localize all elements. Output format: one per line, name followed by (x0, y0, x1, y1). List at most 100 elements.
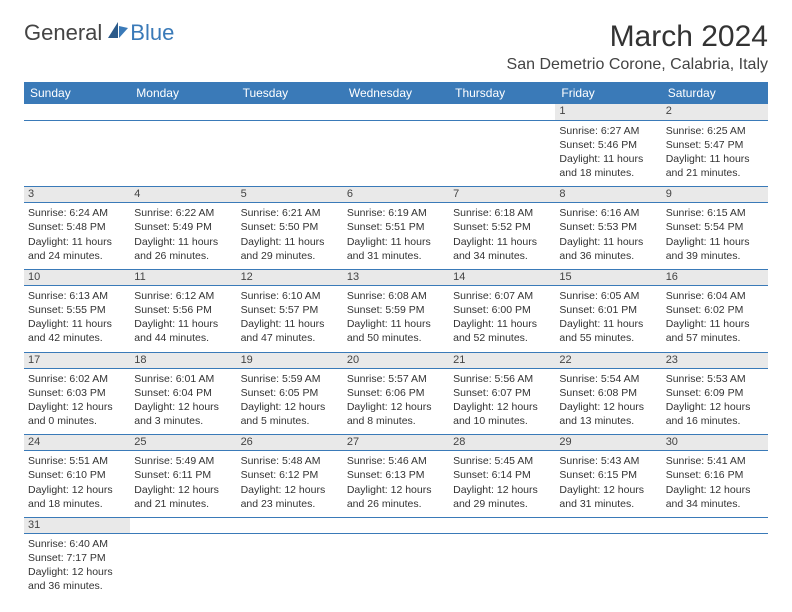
day-detail-cell: Sunrise: 6:01 AMSunset: 6:04 PMDaylight:… (130, 368, 236, 435)
daylight-text: Daylight: 11 hours and 47 minutes. (241, 317, 339, 345)
day-number-cell: 22 (555, 352, 661, 368)
sunset-text: Sunset: 6:16 PM (666, 468, 764, 482)
daylight-text: Daylight: 12 hours and 31 minutes. (559, 483, 657, 511)
sunrise-text: Sunrise: 5:48 AM (241, 454, 339, 468)
day-detail-cell: Sunrise: 6:08 AMSunset: 5:59 PMDaylight:… (343, 285, 449, 352)
day-number-cell: 26 (237, 435, 343, 451)
day-number-cell: 24 (24, 435, 130, 451)
sunrise-text: Sunrise: 6:15 AM (666, 206, 764, 220)
day-number-cell (343, 517, 449, 533)
daylight-text: Daylight: 11 hours and 36 minutes. (559, 235, 657, 263)
sunset-text: Sunset: 7:17 PM (28, 551, 126, 565)
day-number-row: 31 (24, 517, 768, 533)
sunrise-text: Sunrise: 5:53 AM (666, 372, 764, 386)
daylight-text: Daylight: 12 hours and 18 minutes. (28, 483, 126, 511)
sunset-text: Sunset: 5:59 PM (347, 303, 445, 317)
sunrise-text: Sunrise: 6:08 AM (347, 289, 445, 303)
day-detail-cell: Sunrise: 6:04 AMSunset: 6:02 PMDaylight:… (662, 285, 768, 352)
daylight-text: Daylight: 11 hours and 44 minutes. (134, 317, 232, 345)
daylight-text: Daylight: 11 hours and 31 minutes. (347, 235, 445, 263)
sunset-text: Sunset: 6:13 PM (347, 468, 445, 482)
sunset-text: Sunset: 6:08 PM (559, 386, 657, 400)
sunrise-text: Sunrise: 6:18 AM (453, 206, 551, 220)
sunset-text: Sunset: 6:00 PM (453, 303, 551, 317)
daylight-text: Daylight: 11 hours and 42 minutes. (28, 317, 126, 345)
sunset-text: Sunset: 6:06 PM (347, 386, 445, 400)
day-detail-cell: Sunrise: 5:54 AMSunset: 6:08 PMDaylight:… (555, 368, 661, 435)
daylight-text: Daylight: 11 hours and 39 minutes. (666, 235, 764, 263)
day-number-cell: 5 (237, 187, 343, 203)
daylight-text: Daylight: 12 hours and 8 minutes. (347, 400, 445, 428)
sunset-text: Sunset: 6:15 PM (559, 468, 657, 482)
sunset-text: Sunset: 5:47 PM (666, 138, 764, 152)
day-number-cell (130, 517, 236, 533)
day-detail-cell: Sunrise: 6:13 AMSunset: 5:55 PMDaylight:… (24, 285, 130, 352)
day-number-cell (130, 104, 236, 120)
sunset-text: Sunset: 6:14 PM (453, 468, 551, 482)
day-number-cell (662, 517, 768, 533)
day-detail-cell (343, 120, 449, 187)
day-number-cell: 3 (24, 187, 130, 203)
day-number-cell: 19 (237, 352, 343, 368)
sunset-text: Sunset: 5:48 PM (28, 220, 126, 234)
sunrise-text: Sunrise: 6:07 AM (453, 289, 551, 303)
day-number-cell (237, 104, 343, 120)
daylight-text: Daylight: 12 hours and 3 minutes. (134, 400, 232, 428)
month-title: March 2024 (507, 20, 768, 54)
day-detail-row: Sunrise: 5:51 AMSunset: 6:10 PMDaylight:… (24, 451, 768, 518)
day-detail-cell: Sunrise: 5:45 AMSunset: 6:14 PMDaylight:… (449, 451, 555, 518)
day-detail-cell: Sunrise: 6:15 AMSunset: 5:54 PMDaylight:… (662, 203, 768, 270)
day-number-cell: 18 (130, 352, 236, 368)
day-detail-row: Sunrise: 6:24 AMSunset: 5:48 PM Daylight:… (24, 203, 768, 270)
sunset-text: Sunset: 5:49 PM (134, 220, 232, 234)
day-detail-cell (449, 533, 555, 599)
daylight-text: Daylight: 12 hours and 16 minutes. (666, 400, 764, 428)
sunrise-text: Sunrise: 5:43 AM (559, 454, 657, 468)
day-number-cell (237, 517, 343, 533)
day-detail-cell: Sunrise: 6:27 AMSunset: 5:46 PMDaylight:… (555, 120, 661, 187)
daylight-text: Daylight: 12 hours and 21 minutes. (134, 483, 232, 511)
day-detail-cell (237, 120, 343, 187)
sunrise-text: Sunrise: 6:24 AM (28, 206, 126, 220)
sunrise-text: Sunrise: 6:01 AM (134, 372, 232, 386)
day-detail-cell (343, 533, 449, 599)
sunset-text: Sunset: 5:46 PM (559, 138, 657, 152)
day-detail-cell: Sunrise: 6:10 AMSunset: 5:57 PMDaylight:… (237, 285, 343, 352)
sunset-text: Sunset: 5:57 PM (241, 303, 339, 317)
daylight-text: Daylight: 12 hours and 36 minutes. (28, 565, 126, 593)
sunrise-text: Sunrise: 6:02 AM (28, 372, 126, 386)
day-number-cell: 28 (449, 435, 555, 451)
day-number-cell: 17 (24, 352, 130, 368)
day-detail-cell (24, 120, 130, 187)
day-detail-cell: Sunrise: 6:02 AMSunset: 6:03 PMDaylight:… (24, 368, 130, 435)
day-number-cell: 15 (555, 269, 661, 285)
daylight-text: Daylight: 11 hours and 50 minutes. (347, 317, 445, 345)
daylight-text: Daylight: 11 hours and 29 minutes. (241, 235, 339, 263)
day-number-cell: 12 (237, 269, 343, 285)
day-detail-cell: Sunrise: 6:18 AMSunset: 5:52 PMDaylight:… (449, 203, 555, 270)
logo-sail-icon (106, 20, 130, 46)
day-number-cell: 8 (555, 187, 661, 203)
sunset-text: Sunset: 5:51 PM (347, 220, 445, 234)
daylight-text: Daylight: 11 hours and 55 minutes. (559, 317, 657, 345)
day-number-row: 17181920212223 (24, 352, 768, 368)
day-detail-cell: Sunrise: 6:24 AMSunset: 5:48 PMDaylight:… (24, 203, 130, 270)
sunset-text: Sunset: 6:12 PM (241, 468, 339, 482)
sunrise-text: Sunrise: 6:04 AM (666, 289, 764, 303)
daylight-text: Daylight: 11 hours and 52 minutes. (453, 317, 551, 345)
day-number-cell: 6 (343, 187, 449, 203)
sunrise-text: Sunrise: 5:54 AM (559, 372, 657, 386)
day-number-cell (449, 104, 555, 120)
sunset-text: Sunset: 5:50 PM (241, 220, 339, 234)
daylight-text: Daylight: 11 hours and 34 minutes. (453, 235, 551, 263)
sunset-text: Sunset: 5:56 PM (134, 303, 232, 317)
daylight-text: Daylight: 11 hours and 18 minutes. (559, 152, 657, 180)
day-number-row: 10111213141516 (24, 269, 768, 285)
day-number-cell: 21 (449, 352, 555, 368)
sunset-text: Sunset: 6:05 PM (241, 386, 339, 400)
sunset-text: Sunset: 6:01 PM (559, 303, 657, 317)
calendar-table: SundayMondayTuesdayWednesdayThursdayFrid… (24, 82, 768, 600)
day-detail-cell: Sunrise: 6:07 AMSunset: 6:00 PMDaylight:… (449, 285, 555, 352)
sunset-text: Sunset: 5:53 PM (559, 220, 657, 234)
day-detail-row: Sunrise: 6:13 AMSunset: 5:55 PMDaylight:… (24, 285, 768, 352)
